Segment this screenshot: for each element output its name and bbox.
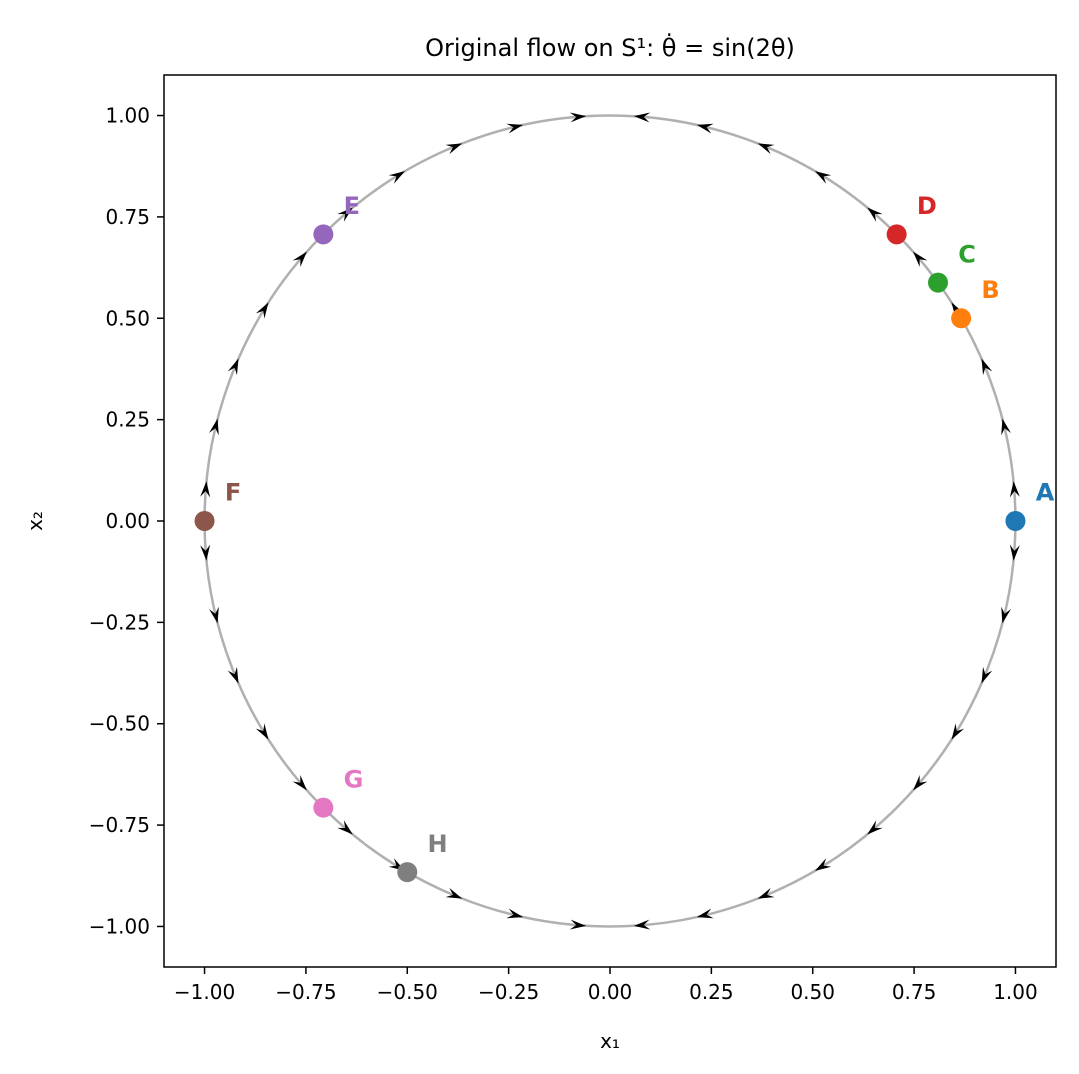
x-tick-label: −1.00 xyxy=(174,980,235,1004)
flow-arrow xyxy=(696,123,714,134)
y-tick-label: −0.75 xyxy=(89,813,150,837)
y-tick-label: 0.50 xyxy=(105,306,150,330)
flow-arrow xyxy=(867,207,883,222)
flow-arrow xyxy=(292,774,307,791)
x-tick-label: 0.25 xyxy=(689,980,734,1004)
point-e xyxy=(313,224,334,245)
flow-arrow xyxy=(255,302,269,319)
flow-arrow xyxy=(633,919,651,930)
flow-arrow xyxy=(292,251,307,268)
flow-arrow xyxy=(913,774,928,791)
y-tick-label: 0.75 xyxy=(105,205,150,229)
flow-arrow xyxy=(209,418,219,436)
x-axis-label: x₁ xyxy=(600,1029,620,1053)
flow-arrow xyxy=(506,908,524,919)
flow-arrow xyxy=(200,544,211,561)
flow-arrow xyxy=(445,143,463,155)
point-label-g: G xyxy=(344,765,364,793)
x-tick-label: 0.00 xyxy=(588,980,633,1004)
y-tick-label: −1.00 xyxy=(89,914,150,938)
point-d xyxy=(886,224,907,245)
point-h xyxy=(397,862,418,883)
flow-arrow xyxy=(1001,418,1011,436)
x-tick-label: −0.50 xyxy=(377,980,438,1004)
point-label-d: D xyxy=(917,192,937,220)
flow-arrow xyxy=(1009,544,1020,561)
x-tick-label: 1.00 xyxy=(993,980,1038,1004)
y-axis: 1.00 0.75 0.50 0.25 0.00 −0.25 −0.50 −0.75 −1.00 xyxy=(89,104,164,938)
point-label-f: F xyxy=(225,479,241,507)
flow-arrow xyxy=(633,112,651,123)
flow-arrow xyxy=(569,112,587,123)
flow-arrow xyxy=(337,820,353,835)
x-tick-label: −0.75 xyxy=(275,980,336,1004)
flow-arrow xyxy=(815,171,832,184)
flow-arrow xyxy=(757,143,775,155)
x-tick-label: 0.75 xyxy=(892,980,937,1004)
flow-arrow xyxy=(757,887,775,899)
point-g xyxy=(313,797,334,818)
point-c xyxy=(928,272,949,293)
point-f xyxy=(194,511,215,531)
x-tick-label: −0.25 xyxy=(478,980,539,1004)
flow-arrow xyxy=(200,481,211,498)
flow-arrow xyxy=(867,820,883,835)
flow-arrow xyxy=(696,908,714,919)
point-label-h: H xyxy=(428,830,448,858)
flow-arrow xyxy=(981,666,993,684)
point-label-b: B xyxy=(981,276,999,304)
y-tick-label: 0.00 xyxy=(105,509,150,533)
flow-arrow xyxy=(209,606,219,624)
point-label-e: E xyxy=(344,192,360,220)
flow-arrow xyxy=(815,858,832,871)
flow-arrow xyxy=(981,358,993,376)
flow-arrow xyxy=(445,887,463,899)
point-label-a: A xyxy=(1036,479,1055,507)
y-tick-label: 1.00 xyxy=(105,104,150,128)
flow-arrow xyxy=(1001,606,1011,624)
point-b xyxy=(951,308,972,329)
x-tick-label: 0.50 xyxy=(790,980,835,1004)
x-axis: −1.00 −0.75 −0.50 −0.25 0.00 0.25 0.50 0.75 1.00 xyxy=(174,967,1038,1004)
point-label-c: C xyxy=(958,240,976,268)
y-tick-label: −0.50 xyxy=(89,712,150,736)
flow-arrow xyxy=(506,123,524,134)
y-axis-label: x₂ xyxy=(23,511,47,531)
flow-arrow xyxy=(569,919,587,930)
flow-arrow xyxy=(337,207,353,222)
flow-arrow xyxy=(913,251,928,268)
chart-title: Original flow on S¹: θ̇ = sin(2θ) xyxy=(425,33,795,62)
y-tick-label: −0.25 xyxy=(89,610,150,634)
point-a xyxy=(1005,511,1026,531)
flow-arrow xyxy=(388,171,405,184)
flow-arrow xyxy=(227,666,239,684)
y-tick-label: 0.25 xyxy=(105,408,150,432)
flow-arrow xyxy=(951,723,965,740)
flow-arrow xyxy=(1009,481,1020,498)
flow-arrow xyxy=(255,723,269,740)
flow-arrow xyxy=(227,358,239,376)
plot-area: A BCD E F G H xyxy=(194,112,1055,930)
